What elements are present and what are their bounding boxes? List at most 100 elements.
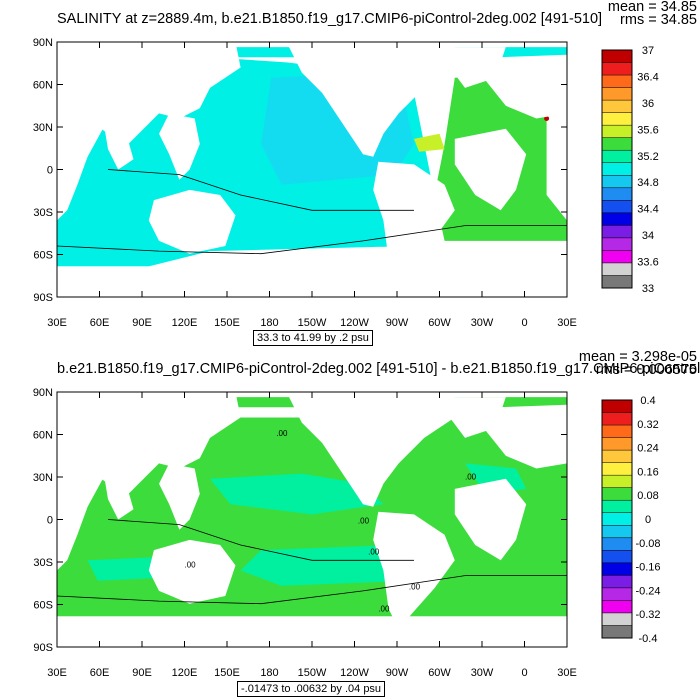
y-tick-label: 30S: [33, 207, 53, 219]
colorbar-label: -0.16: [635, 562, 660, 574]
land-westafrica: [454, 478, 527, 561]
y-tick-label: 0: [47, 165, 53, 177]
colorbar-label: 33: [642, 283, 654, 295]
land-northamerica: [286, 42, 455, 157]
y-tick-label: 90N: [33, 387, 53, 399]
map-field: .00 .00 .00 .00 .00 .00 .00: [57, 392, 567, 647]
colorbar-label: -0.32: [635, 609, 660, 621]
land-australia: [148, 539, 236, 604]
colorbar-swatch: [601, 449, 633, 464]
land-northamerica: [286, 392, 455, 507]
x-tick-label: 180: [260, 667, 278, 679]
land-india: [102, 468, 134, 520]
colorbar-swatch: [601, 262, 633, 276]
colorbar-swatch: [601, 550, 633, 564]
colorbar-swatch: [601, 525, 633, 539]
colorbar-swatch: [601, 399, 633, 413]
x-tick-label: 60W: [428, 317, 451, 329]
x-tick-label: 90E: [132, 667, 152, 679]
contour-line: [107, 519, 414, 561]
x-tick-label: 30W: [471, 317, 494, 329]
colorbar-frame: [601, 399, 633, 639]
y-tick-label: 30S: [33, 557, 53, 569]
colorbar-label: 34.8: [637, 177, 658, 189]
contour-label: .00: [185, 560, 197, 569]
x-tick-label: 0: [521, 667, 527, 679]
colorbar-label: 36: [642, 98, 654, 110]
colorbar-swatch: [601, 112, 633, 126]
colorbar-swatch: [601, 437, 633, 451]
land-seasia: [159, 113, 200, 180]
colorbar-label: -0.24: [635, 585, 660, 597]
colorbar-swatch: [601, 625, 633, 639]
colorbar-label: 36.4: [637, 71, 658, 83]
y-tick-label: 60N: [33, 430, 53, 442]
colorbar-swatch: [601, 575, 633, 589]
rms-stat: rms = 34.85: [620, 12, 697, 28]
land-india: [102, 118, 134, 170]
land-antarctica: [57, 266, 567, 297]
gulf-field: [414, 133, 445, 152]
x-tick-label: 30E: [47, 667, 67, 679]
colorbar-label: -0.4: [639, 633, 658, 645]
colorbar-frame: [601, 49, 633, 289]
land-southamerica: [373, 161, 455, 280]
range-label: -.01473 to .00632 by .04 psu: [237, 681, 386, 697]
y-tick-label: 60S: [33, 600, 53, 612]
panel-title: SALINITY at z=2889.4m, b.e21.B1850.f19_g…: [57, 11, 603, 27]
y-tick-label: 0: [47, 515, 53, 527]
colorbar-swatch: [601, 149, 633, 164]
colorbar-swatch: [601, 124, 633, 139]
panel-title: b.e21.B1850.f19_g17.CMIP6-piControl-2deg…: [57, 361, 700, 377]
contour-label: .00: [276, 429, 288, 438]
contour-line: [57, 225, 567, 255]
x-tick-label: 90W: [386, 317, 409, 329]
colorbar-label: 0.16: [637, 466, 658, 478]
y-tick-label: 90S: [33, 292, 53, 304]
y-tick-label: 90N: [33, 37, 53, 49]
colorbar-label: 0.08: [637, 490, 658, 502]
y-tick-label: 60N: [33, 80, 53, 92]
land-westafrica: [454, 128, 527, 211]
range-label: 33.3 to 41.99 by .2 psu: [253, 330, 373, 346]
land-seasia: [159, 463, 200, 530]
x-tick-label: 120W: [340, 667, 369, 679]
colorbar-swatch: [601, 162, 633, 176]
colorbar-label: 0.24: [637, 443, 658, 455]
med-outflow-spot: [544, 116, 550, 121]
colorbar-label: -0.08: [635, 538, 660, 550]
colorbar-swatch: [601, 512, 633, 526]
land-europe: [485, 54, 567, 119]
x-tick-label: 120E: [172, 667, 198, 679]
colorbar-swatch: [601, 537, 633, 551]
colorbar-label: 0.4: [640, 395, 655, 407]
x-tick-label: 90W: [386, 667, 409, 679]
contour-line: [57, 575, 567, 605]
y-tick-label: 60S: [33, 250, 53, 262]
map-field: [57, 42, 567, 297]
colorbar-swatch: [601, 74, 633, 89]
y-tick-label: 30N: [33, 122, 53, 134]
colorbar-swatch: [601, 200, 633, 214]
colorbar-label: 34: [642, 230, 654, 242]
land-australia: [148, 189, 236, 254]
colorbar-label: 35.6: [637, 124, 658, 136]
land-southamerica: [373, 511, 455, 630]
x-tick-label: 90E: [132, 317, 152, 329]
colorbar-swatch: [601, 275, 633, 289]
colorbar-swatch: [601, 237, 633, 251]
x-tick-label: 120E: [172, 317, 198, 329]
x-tick-label: 180: [260, 317, 278, 329]
land-antarctica: [57, 616, 567, 647]
y-tick-label: 30N: [33, 472, 53, 484]
x-tick-label: 60E: [90, 667, 110, 679]
mean-stat: mean = 34.85: [607, 0, 697, 15]
x-tick-label: 60E: [90, 317, 110, 329]
colorbar-label: 35.2: [637, 151, 658, 163]
x-tick-label: 150E: [214, 667, 240, 679]
diff-patch: [210, 473, 384, 515]
colorbar-swatch: [601, 212, 633, 226]
colorbar-swatch: [601, 462, 633, 476]
x-tick-label: 30W: [471, 667, 494, 679]
contour-label: .00: [358, 517, 370, 526]
